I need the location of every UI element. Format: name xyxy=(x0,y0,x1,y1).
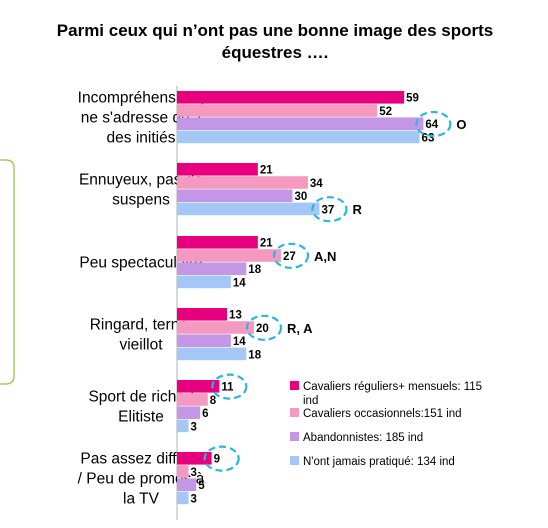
highlight-circle-5 xyxy=(203,445,240,472)
bar-4-2 xyxy=(177,406,201,419)
category-label-line: Elitiste xyxy=(118,408,164,425)
highlight-circle-0 xyxy=(415,110,452,138)
category-label-line: Peu spectaculaire xyxy=(79,254,202,271)
bar-1-1 xyxy=(177,176,308,189)
bar-2-0 xyxy=(177,236,258,249)
bar-0-3 xyxy=(177,130,420,144)
bar-1-0 xyxy=(177,163,258,176)
annotation-1: R xyxy=(352,202,362,217)
category-label-5: Pas assez diffusé / Peu de promos à la TV xyxy=(78,450,205,507)
legend-label-line: Cavaliers réguliers+ mensuels: 115 xyxy=(303,381,482,393)
bar-1-2 xyxy=(177,189,293,202)
annotation-2: A,N xyxy=(314,249,336,264)
data-label-3-3: 18 xyxy=(248,349,261,361)
category-label-line: vieillot xyxy=(119,336,163,353)
category-label-line: Sport de riche / xyxy=(88,388,194,405)
bar-0-1 xyxy=(177,104,378,117)
bar-3-1 xyxy=(177,321,254,334)
data-label-1-3: 37 xyxy=(321,204,334,216)
legend-swatch-1 xyxy=(290,408,299,417)
legend-label-2: Abandonnistes: 185 ind xyxy=(303,432,423,444)
category-label-line: Ringard, terne, xyxy=(90,316,193,333)
category-label-line: la TV xyxy=(123,490,160,507)
data-label-0-0: 59 xyxy=(406,93,419,105)
category-label-1: Ennuyeux, pas de suspens xyxy=(79,171,203,208)
bar-3-3 xyxy=(177,347,247,361)
data-label-1-0: 21 xyxy=(260,165,273,177)
category-label-2: Peu spectaculaire xyxy=(79,254,202,271)
data-label-3-2: 14 xyxy=(233,336,246,348)
data-label-4-2: 6 xyxy=(202,408,208,420)
category-label-0: Incompréhensible, ne s'adresse qu'à des in… xyxy=(78,89,205,146)
category-label-line: Pas assez diffusé xyxy=(80,450,201,467)
legend-label-1: Cavaliers occasionnels:151 ind xyxy=(303,408,462,420)
bar-2-2 xyxy=(177,262,247,275)
bar-5-2 xyxy=(177,478,197,491)
data-label-2-1: 27 xyxy=(283,251,296,263)
bar-2-1 xyxy=(177,249,281,262)
legend-label-line: ind xyxy=(303,395,318,407)
legend-swatch-3 xyxy=(290,456,299,465)
bar-4-3 xyxy=(177,419,189,433)
category-label-line: ne s'adresse qu'à xyxy=(81,109,202,126)
data-label-1-2: 30 xyxy=(295,191,308,203)
data-label-0-3: 63 xyxy=(422,132,435,144)
highlight-circle-1 xyxy=(311,196,348,223)
data-label-5-2: 5 xyxy=(198,480,205,492)
category-label-line: des initiés xyxy=(107,129,176,146)
category-label-4: Sport de riche / Elitiste xyxy=(88,388,194,425)
legend-label-line: Abandonnistes: 185 ind xyxy=(303,432,423,444)
highlight-circle-2 xyxy=(272,242,310,269)
legend-swatch-2 xyxy=(290,432,299,441)
data-label-4-3: 3 xyxy=(191,421,197,433)
bar-0-2 xyxy=(177,117,424,130)
legend-label-0: Cavaliers réguliers+ mensuels: 115 ind xyxy=(303,381,482,407)
bar-3-0 xyxy=(177,308,228,321)
annotation-0: O xyxy=(456,117,466,132)
bar-4-0 xyxy=(177,380,220,393)
data-label-2-2: 18 xyxy=(248,264,261,276)
data-label-0-2: 64 xyxy=(425,119,438,131)
highlight-circle-4 xyxy=(211,373,248,400)
bar-0-0 xyxy=(177,91,405,104)
data-label-2-0: 21 xyxy=(260,238,273,250)
bar-4-1 xyxy=(177,393,208,406)
bar-2-3 xyxy=(177,275,231,289)
bar-5-0 xyxy=(177,452,212,465)
category-label-line: Ennuyeux, pas de xyxy=(79,171,203,188)
chart-title: Parmi ceux qui n’ont pas une bonne image… xyxy=(56,21,494,62)
bar-1-3 xyxy=(177,202,320,216)
highlight-circle-3 xyxy=(245,314,283,341)
data-label-0-1: 52 xyxy=(379,106,392,118)
data-label-1-1: 34 xyxy=(310,178,323,190)
annotation-3: R, A xyxy=(287,321,313,336)
category-label-line: Incompréhensible, xyxy=(78,89,205,106)
legend-label-line: N'ont jamais pratiqué: 134 ind xyxy=(303,456,455,468)
category-label-line: suspens xyxy=(112,191,170,208)
legend-label-line: Cavaliers occasionnels:151 ind xyxy=(303,408,462,420)
data-label-5-0: 9 xyxy=(214,454,220,466)
data-label-2-3: 14 xyxy=(233,277,246,289)
data-label-3-0: 13 xyxy=(229,310,242,322)
bar-3-2 xyxy=(177,334,231,347)
data-label-5-1: 3 xyxy=(191,467,197,479)
data-label-4-0: 11 xyxy=(221,382,234,394)
legend-label-3: N'ont jamais pratiqué: 134 ind xyxy=(303,456,455,468)
bar-5-1 xyxy=(177,465,189,478)
group-bracket xyxy=(0,159,15,385)
data-label-4-1: 8 xyxy=(210,395,217,407)
legend-swatch-0 xyxy=(290,381,299,390)
category-label-line: / Peu de promos à xyxy=(78,470,205,487)
data-label-5-3: 3 xyxy=(191,493,197,505)
bar-5-3 xyxy=(177,491,189,505)
data-label-3-1: 20 xyxy=(256,323,269,335)
category-label-3: Ringard, terne, vieillot xyxy=(90,316,193,353)
